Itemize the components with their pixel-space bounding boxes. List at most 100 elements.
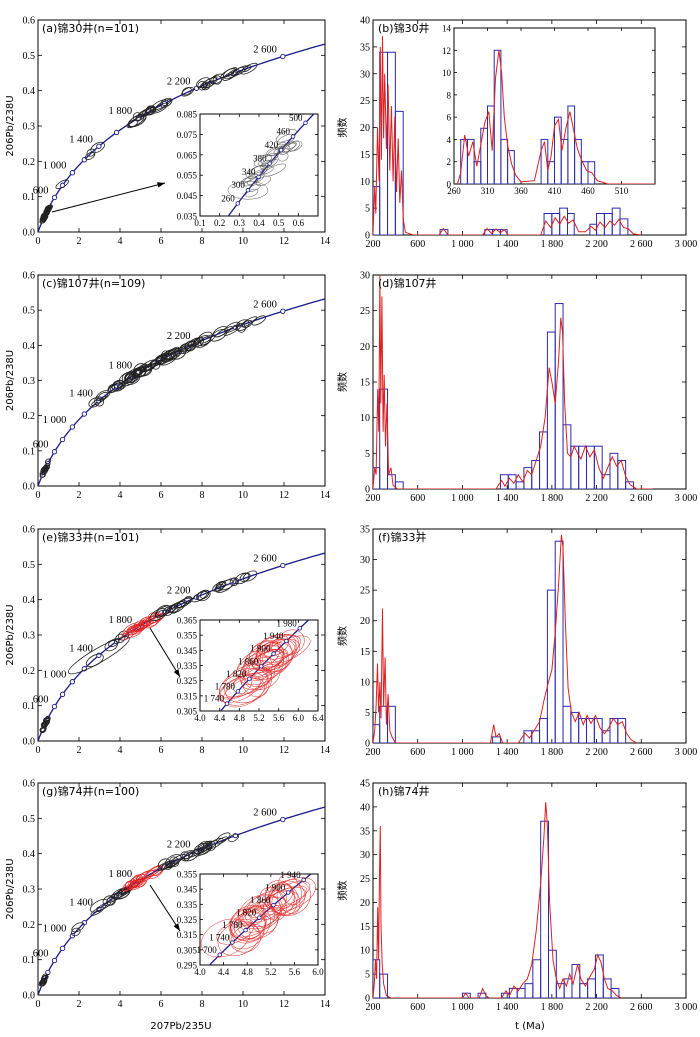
inset-e-ytick-label: 0.335 — [177, 661, 198, 671]
histogram-panel-label-b: (b)锦30井 — [378, 21, 430, 35]
inset-e-xtick-label: 6.0 — [293, 713, 305, 723]
concordia-ellipses — [38, 832, 240, 987]
concordia-ellipse — [242, 319, 253, 328]
concordia-c-ytick-label: 0.2 — [23, 411, 36, 422]
inset-age-marker — [278, 147, 284, 153]
concordia-panel-label-g: (g)锦74井(n=100) — [42, 784, 139, 798]
histogram-h-xtick-label: 2 600 — [630, 1002, 653, 1013]
histogram-inset-ytick-label: 12 — [442, 46, 451, 56]
concordia-age-label: 2 600 — [253, 299, 277, 310]
inset-ellipse — [242, 894, 283, 928]
concordia-c-xtick-label: 2 — [77, 490, 82, 501]
concordia-ellipse — [86, 148, 96, 157]
concordia-ellipse — [184, 338, 201, 349]
concordia-age-marker — [59, 436, 66, 443]
concordia-e-ytick-label: 0.6 — [23, 525, 36, 536]
histogram-b-xtick-label: 3 000 — [675, 239, 698, 250]
inset-e-xtick-label: 5.6 — [273, 713, 285, 723]
histogram-bar — [524, 983, 534, 998]
histogram-inset-xtick-label: 510 — [615, 186, 629, 196]
histogram-inset-bar — [507, 150, 515, 184]
histogram-b-xtick-label: 1 000 — [451, 239, 474, 250]
concordia-inset-e: 4.0 4.4 4.8 5.2 5.6 6.0 6.4 0.305 0.315 0.325 0.33… — [177, 616, 324, 724]
inset-age-marker — [301, 877, 306, 883]
inset-age-label: 1 740 — [209, 932, 230, 942]
inset-age-label: 1 820 — [236, 908, 257, 918]
histogram-ylabel: 频数 — [336, 881, 349, 901]
concordia-c-xtick-label: 8 — [200, 490, 205, 501]
concordia-ellipse — [229, 577, 240, 587]
inset-ellipse — [249, 641, 280, 667]
histogram-b-ytick-label: 15 — [360, 150, 370, 161]
inset-age-marker — [290, 134, 296, 139]
inset-ellipses — [201, 874, 316, 958]
inset-ellipse — [260, 166, 274, 175]
histogram-h-ytick-label: 45 — [360, 779, 370, 790]
inset-ellipse — [256, 636, 293, 672]
inset-g-xtick-label: 4.4 — [218, 967, 230, 977]
inset-age-marker — [245, 188, 251, 193]
concordia-panel-label-e: (e)锦33井(n=101) — [42, 530, 139, 544]
concordia-ellipse — [223, 321, 240, 333]
inset-age-marker — [256, 174, 261, 180]
concordia-ellipse — [228, 833, 240, 843]
concordia-inset-g: 4.0 4.4 4.8 5.2 5.6 6.0 0.295 0.305 0.315 0.325 0.… — [177, 870, 324, 978]
concordia-ellipse — [157, 860, 173, 872]
inset-ellipse — [263, 163, 286, 177]
concordia-c-ytick-label: 0.6 — [23, 271, 36, 282]
inset-ellipse — [246, 890, 287, 919]
histogram-bar — [601, 474, 611, 489]
concordia-ellipse — [168, 602, 182, 613]
inset-ellipse — [256, 642, 285, 669]
inset-a-ytick-label: 0.065 — [177, 150, 198, 160]
histogram-b-ytick-label: 10 — [360, 177, 370, 188]
concordia-a-ytick-label: 0.2 — [23, 157, 36, 168]
inset-age-marker — [303, 120, 308, 126]
concordia-panel-a: 0 2 4 6 8 10 12 14 0.0 0.1 0.2 0.3 0.4 0.5 0.6 600 1 000… — [5, 16, 330, 248]
concordia-ellipse — [44, 716, 51, 722]
histogram-panel-f: 200 600 1 000 1 400 1 800 2 200 2 600 3 000 0 5 10… — [336, 525, 697, 759]
concordia-age-marker — [51, 703, 58, 710]
inset-age-marker — [230, 940, 235, 945]
inset-age-label: 1 860 — [238, 656, 259, 666]
inset-ellipse — [263, 885, 308, 912]
histogram-inset-xtick-label: 360 — [514, 186, 528, 196]
inset-e-ytick-label: 0.365 — [177, 616, 198, 626]
histogram-bars — [373, 36, 642, 235]
concordia-c-ytick-label: 0.1 — [23, 446, 36, 457]
inset-ellipse — [216, 918, 255, 945]
histogram-inset-ytick-label: 6 — [447, 113, 452, 123]
concordia-age-marker — [69, 424, 76, 430]
concordia-ellipse — [132, 620, 147, 632]
inset-age-label: 1 860 — [250, 895, 271, 905]
inset-a-ytick-label: 0.045 — [177, 191, 198, 201]
concordia-ellipse — [71, 927, 81, 937]
concordia-age-marker — [51, 194, 58, 201]
histogram-d-xtick-label: 2 600 — [630, 493, 653, 504]
concordia-panel-e: 0 2 4 6 8 10 12 14 0.0 0.1 0.2 0.3 0.4 0.5 0.6 600 1 000… — [5, 525, 330, 757]
histogram-h-xtick-label: 1 000 — [451, 1002, 474, 1013]
concordia-age-label: 1 800 — [109, 106, 133, 117]
concordia-age-label: 2 200 — [167, 839, 191, 850]
concordia-age-label: 2 200 — [167, 331, 191, 342]
inset-age-marker — [259, 664, 264, 669]
inset-age-label: 300 — [231, 180, 245, 190]
histogram-f-ytick-label: 30 — [360, 555, 370, 566]
inset-a-ytick-label: 0.085 — [177, 110, 198, 120]
inset-ellipse — [271, 634, 300, 658]
concordia-panel-c: 0 2 4 6 8 10 12 14 0.0 0.1 0.2 0.3 0.4 0.5 0.6 600 1 000… — [5, 271, 330, 502]
inset-ellipse — [227, 180, 269, 200]
histogram-inset-ytick-label: 0 — [447, 180, 452, 190]
histogram-b-ytick-label: 30 — [360, 69, 370, 80]
concordia-age-label: 600 — [33, 695, 49, 706]
inset-a-ytick-label: 0.035 — [177, 212, 198, 222]
inset-e-ytick-label: 0.325 — [177, 676, 198, 686]
histogram-b-xtick-label: 2 200 — [585, 239, 608, 250]
concordia-c-ytick-label: 0.0 — [23, 482, 36, 493]
concordia-ellipse — [175, 600, 187, 609]
inset-age-label: 1 900 — [250, 644, 271, 654]
concordia-age-marker — [81, 411, 87, 417]
inset-ellipse — [219, 673, 264, 700]
inset-ellipse — [276, 884, 301, 915]
concordia-age-marker — [280, 53, 286, 60]
